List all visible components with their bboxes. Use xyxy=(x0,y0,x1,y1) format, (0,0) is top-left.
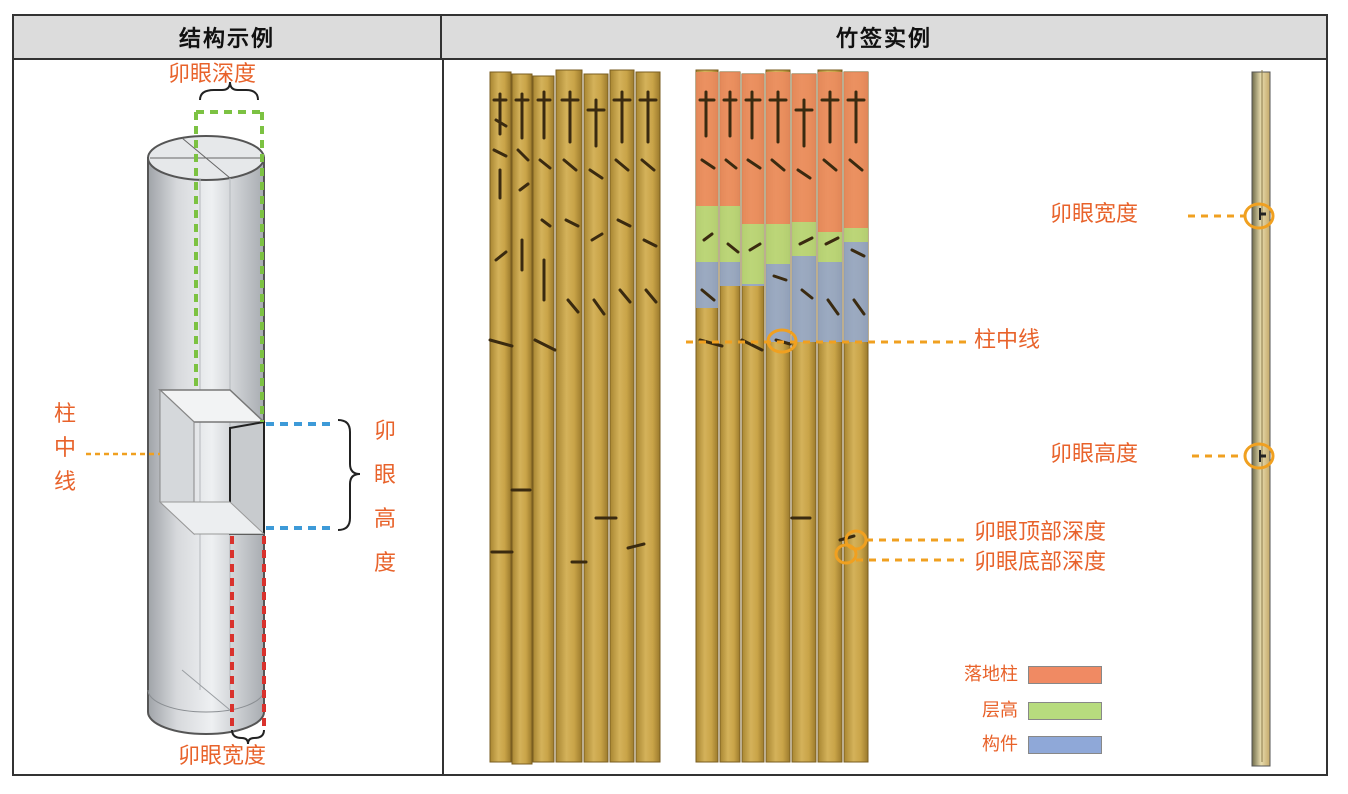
label-mortise-height-char-2: 眼 xyxy=(373,463,396,488)
depth-brace xyxy=(199,81,259,101)
label-mortise-top-depth: 卯眼顶部深度 xyxy=(974,520,1107,545)
label-center-line-char-2: 中 xyxy=(53,436,76,461)
panel-divider xyxy=(442,60,444,776)
legend-swatch-ground-column xyxy=(1028,666,1102,684)
legend-label-component: 构件 xyxy=(982,734,1018,755)
label-mortise-width-left: 卯眼宽度 xyxy=(178,744,267,769)
label-mortise-bottom-depth: 卯眼底部深度 xyxy=(974,550,1107,575)
bamboo-stick-side-view xyxy=(1251,70,1271,767)
guide-lines-left xyxy=(86,81,361,745)
height-brace xyxy=(337,419,361,531)
label-mortise-height-char-1: 卯 xyxy=(373,419,396,444)
callouts-right xyxy=(686,202,1275,565)
width-brace xyxy=(231,729,265,745)
label-column-center-line: 柱中线 xyxy=(974,328,1041,353)
label-mortise-width-right: 卯眼宽度 xyxy=(1050,202,1139,227)
label-center-line-vertical: 柱 中 线 xyxy=(52,398,78,500)
cylinder-diagram xyxy=(147,135,266,735)
label-center-line-char-1: 柱 xyxy=(53,402,76,427)
legend-label-ground-column: 落地柱 xyxy=(964,664,1018,685)
label-mortise-height-right: 卯眼高度 xyxy=(1050,442,1139,467)
label-center-line-char-3: 线 xyxy=(53,470,76,495)
label-mortise-height-char-3: 高 xyxy=(373,507,396,532)
header-bamboo-example: 竹签实例 xyxy=(442,16,1326,60)
legend-label-floor-height: 层高 xyxy=(982,700,1018,721)
bamboo-sticks-group-1 xyxy=(488,69,661,765)
label-mortise-height-char-4: 度 xyxy=(373,551,396,576)
label-mortise-height-vertical: 卯 眼 高 度 xyxy=(372,410,398,586)
legend-swatch-component xyxy=(1028,736,1102,754)
bamboo-sticks-group-2 xyxy=(695,69,869,763)
label-mortise-depth: 卯眼深度 xyxy=(168,62,257,87)
header-structure-example: 结构示例 xyxy=(14,16,442,60)
legend-swatch-floor-height xyxy=(1028,702,1102,720)
